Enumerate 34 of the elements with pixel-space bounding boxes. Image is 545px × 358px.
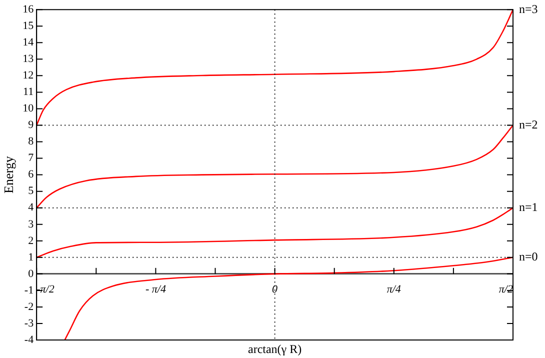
y-tick-label: 15 bbox=[22, 20, 34, 32]
series-label: n=1 bbox=[519, 200, 538, 214]
y-tick-label: 12 bbox=[22, 70, 34, 82]
y-tick-label: 11 bbox=[23, 86, 34, 98]
y-tick-label: 10 bbox=[22, 102, 34, 115]
y-tick-label: 5 bbox=[28, 185, 34, 198]
line-series bbox=[36, 207, 513, 258]
y-axis-title: Energy bbox=[1, 156, 16, 194]
x-tick-label: 0 bbox=[272, 283, 278, 296]
y-tick-label: 7 bbox=[28, 152, 34, 164]
y-tick-label: 8 bbox=[28, 136, 34, 148]
y-tick-label: 1 bbox=[28, 251, 34, 264]
y-tick-label: 3 bbox=[28, 218, 34, 230]
y-tick-label: -4 bbox=[24, 334, 34, 346]
y-tick-label: 16 bbox=[22, 3, 34, 16]
y-tick-label: 14 bbox=[22, 36, 34, 49]
x-tick-label: - π/4 bbox=[145, 283, 166, 296]
y-tick-label: 0 bbox=[28, 268, 34, 280]
y-tick-label: -1 bbox=[24, 284, 34, 296]
series-label: n=2 bbox=[519, 117, 538, 132]
x-tick-label: π/4 bbox=[386, 283, 402, 296]
y-tick-label: -2 bbox=[24, 300, 34, 313]
series-label: n=3 bbox=[519, 2, 538, 16]
series-label: n=0 bbox=[519, 250, 538, 264]
line-series bbox=[36, 124, 513, 208]
y-tick-label: 13 bbox=[22, 53, 34, 66]
x-axis-title: arctan(γ R) bbox=[248, 342, 302, 356]
y-tick-label: 6 bbox=[28, 168, 34, 181]
line-series bbox=[64, 256, 513, 340]
y-tick-label: 4 bbox=[28, 202, 34, 214]
y-tick-label: 2 bbox=[28, 234, 34, 247]
y-tick-label: -3 bbox=[24, 317, 34, 330]
y-tick-label: 9 bbox=[28, 119, 34, 132]
x-tick-label: π/2 bbox=[498, 283, 514, 296]
